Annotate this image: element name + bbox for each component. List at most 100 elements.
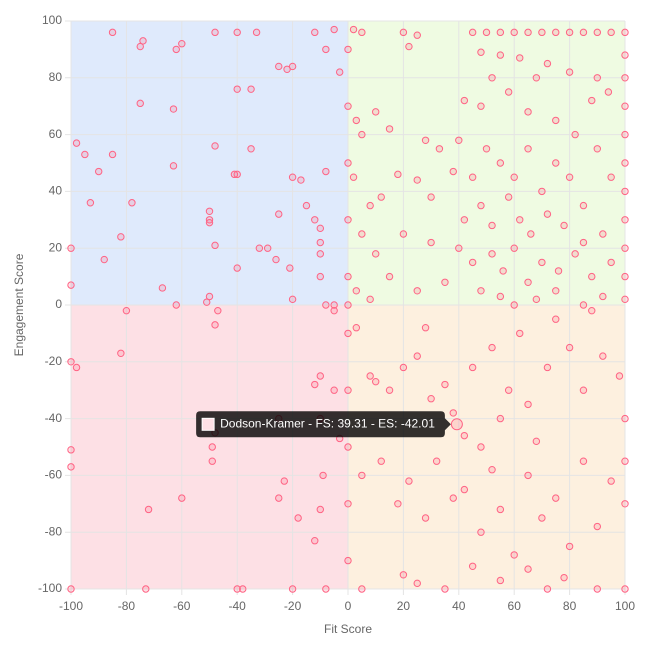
point bbox=[385, 125, 394, 133]
y-tick-label: 80 bbox=[49, 70, 63, 84]
point bbox=[399, 230, 408, 238]
point bbox=[263, 244, 272, 252]
x-tick-label: -20 bbox=[284, 599, 302, 613]
y-tick-label: -20 bbox=[45, 354, 63, 368]
point bbox=[560, 573, 568, 582]
point bbox=[330, 306, 338, 315]
x-tick-label: -100 bbox=[59, 599, 83, 613]
point bbox=[579, 457, 588, 465]
point bbox=[477, 48, 485, 56]
point bbox=[322, 167, 330, 176]
y-tick-label: 100 bbox=[42, 13, 62, 27]
point bbox=[532, 74, 541, 82]
point bbox=[344, 272, 352, 281]
point bbox=[441, 278, 449, 286]
y-tick-label: 40 bbox=[49, 184, 63, 198]
point bbox=[516, 216, 524, 224]
highlighted-point bbox=[450, 418, 463, 431]
point bbox=[543, 210, 552, 218]
point bbox=[72, 363, 81, 372]
point bbox=[468, 363, 477, 372]
point bbox=[169, 162, 178, 170]
point bbox=[311, 216, 319, 224]
point bbox=[552, 287, 560, 295]
point bbox=[552, 116, 560, 125]
point bbox=[496, 414, 505, 423]
point bbox=[108, 150, 117, 159]
point bbox=[565, 173, 574, 181]
point bbox=[67, 446, 75, 454]
point bbox=[460, 431, 469, 440]
point bbox=[205, 292, 214, 301]
point bbox=[621, 500, 629, 508]
point bbox=[399, 28, 408, 37]
point bbox=[366, 295, 374, 304]
point bbox=[579, 28, 588, 37]
point bbox=[366, 372, 374, 380]
point bbox=[524, 145, 532, 153]
point bbox=[335, 68, 344, 76]
point bbox=[142, 585, 150, 593]
point bbox=[208, 457, 216, 465]
point bbox=[496, 292, 505, 301]
point bbox=[230, 170, 239, 179]
point bbox=[543, 363, 552, 372]
x-tick-label: -80 bbox=[118, 599, 136, 613]
point bbox=[524, 471, 532, 480]
point bbox=[344, 556, 352, 565]
point bbox=[477, 443, 485, 451]
point bbox=[67, 358, 75, 366]
x-tick-label: -60 bbox=[173, 599, 191, 613]
point bbox=[117, 233, 125, 241]
point bbox=[579, 238, 588, 247]
x-tick-label: 0 bbox=[345, 599, 352, 613]
point bbox=[233, 28, 241, 37]
point bbox=[144, 505, 153, 514]
point bbox=[81, 150, 89, 159]
point bbox=[524, 400, 532, 409]
point bbox=[482, 28, 491, 37]
point bbox=[302, 201, 311, 210]
point bbox=[128, 199, 136, 207]
point bbox=[344, 159, 352, 167]
point bbox=[607, 477, 615, 485]
tooltip: Dodson-Kramer - FS: 39.31 - ES: -42.01 bbox=[196, 411, 451, 438]
point bbox=[358, 28, 366, 37]
point bbox=[344, 301, 352, 309]
point bbox=[510, 551, 518, 559]
point bbox=[449, 167, 457, 176]
point bbox=[621, 585, 629, 593]
point bbox=[275, 62, 283, 71]
point bbox=[621, 216, 629, 224]
point bbox=[205, 207, 214, 215]
point bbox=[477, 528, 485, 536]
point bbox=[399, 571, 408, 579]
point bbox=[136, 42, 144, 51]
point bbox=[527, 230, 535, 238]
point bbox=[330, 386, 338, 394]
point bbox=[275, 494, 283, 502]
point bbox=[496, 505, 505, 514]
point bbox=[579, 386, 588, 394]
point bbox=[460, 216, 469, 224]
point bbox=[488, 221, 496, 230]
y-axis-label: Engagement Score bbox=[12, 253, 26, 356]
point bbox=[593, 145, 601, 153]
point bbox=[538, 187, 546, 196]
point bbox=[460, 485, 469, 494]
point bbox=[427, 238, 435, 247]
point bbox=[311, 28, 319, 37]
point bbox=[322, 301, 330, 309]
point bbox=[621, 159, 629, 167]
point bbox=[504, 88, 513, 96]
point bbox=[86, 199, 95, 207]
point bbox=[552, 28, 560, 37]
point bbox=[247, 85, 255, 93]
y-tick-label: -40 bbox=[45, 411, 63, 425]
point bbox=[538, 514, 546, 522]
point bbox=[239, 585, 247, 593]
point bbox=[599, 230, 607, 238]
point bbox=[352, 287, 361, 295]
tooltip-text: Dodson-Kramer - FS: 39.31 - ES: -42.01 bbox=[220, 416, 435, 430]
